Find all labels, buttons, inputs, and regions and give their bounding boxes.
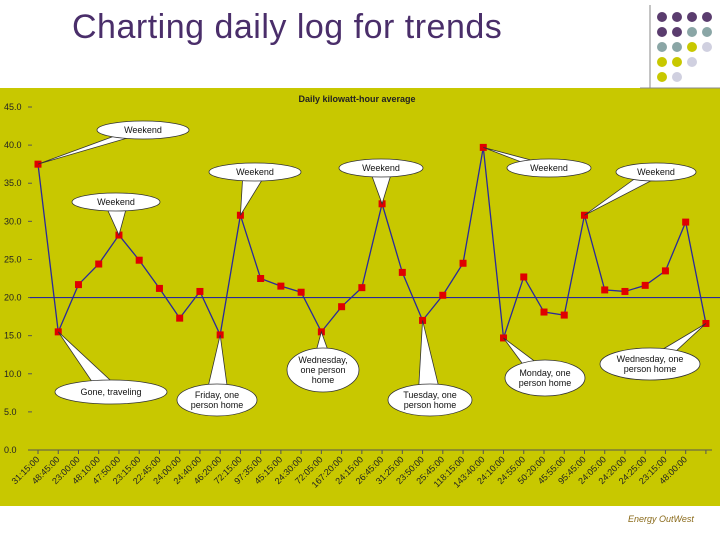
decor-dots: [640, 5, 720, 89]
y-tick-label: 35.0: [4, 178, 22, 188]
callout-text: Wednesday, one person home: [298, 355, 348, 385]
data-point: [641, 281, 649, 289]
y-tick-label: 45.0: [4, 102, 22, 112]
y-tick-label: 15.0: [4, 331, 22, 341]
y-tick-label: 25.0: [4, 254, 22, 264]
callout-text: Tuesday, one person home: [403, 390, 457, 410]
data-point: [621, 287, 629, 295]
data-point: [601, 286, 609, 294]
y-tick-label: 20.0: [4, 293, 22, 303]
y-tick-label: 0.0: [4, 445, 17, 455]
data-point: [338, 303, 346, 311]
data-point: [661, 267, 669, 275]
data-point: [135, 256, 143, 264]
series-line: [37, 147, 707, 339]
y-tick-label: 10.0: [4, 369, 22, 379]
data-point: [560, 311, 568, 319]
data-point: [398, 268, 406, 276]
chart-title: Daily kilowatt-hour average: [298, 94, 415, 104]
data-point: [682, 218, 690, 226]
callout-text: Gone, traveling: [80, 387, 142, 397]
data-point: [95, 260, 103, 268]
data-point: [459, 259, 467, 267]
callout-text: Monday, one person home: [518, 368, 572, 388]
data-point: [257, 275, 265, 282]
data-point: [155, 284, 163, 292]
logo: Energy OutWest: [628, 514, 694, 524]
data-point: [196, 287, 204, 295]
y-tick-label: 40.0: [4, 140, 22, 150]
data-point: [74, 281, 82, 289]
data-point: [277, 282, 285, 290]
data-point: [520, 273, 528, 281]
y-tick-label: 5.0: [4, 407, 17, 417]
callout-text: Wednesday, one person home: [616, 354, 684, 374]
callout-text: Weekend: [637, 167, 675, 177]
data-point: [439, 291, 447, 299]
callout-text: Weekend: [362, 163, 400, 173]
callout-text: Weekend: [97, 197, 135, 207]
data-point: [297, 288, 305, 296]
callout-text: Friday, one person home: [190, 390, 244, 410]
y-tick-label: 30.0: [4, 216, 22, 226]
data-point: [540, 308, 548, 316]
callout-text: Weekend: [530, 163, 568, 173]
callout-text: Weekend: [124, 125, 162, 135]
callout-text: Weekend: [236, 167, 274, 177]
data-point: [358, 284, 366, 292]
slide-title: Charting daily log for trends: [72, 8, 503, 46]
data-point: [176, 314, 184, 322]
